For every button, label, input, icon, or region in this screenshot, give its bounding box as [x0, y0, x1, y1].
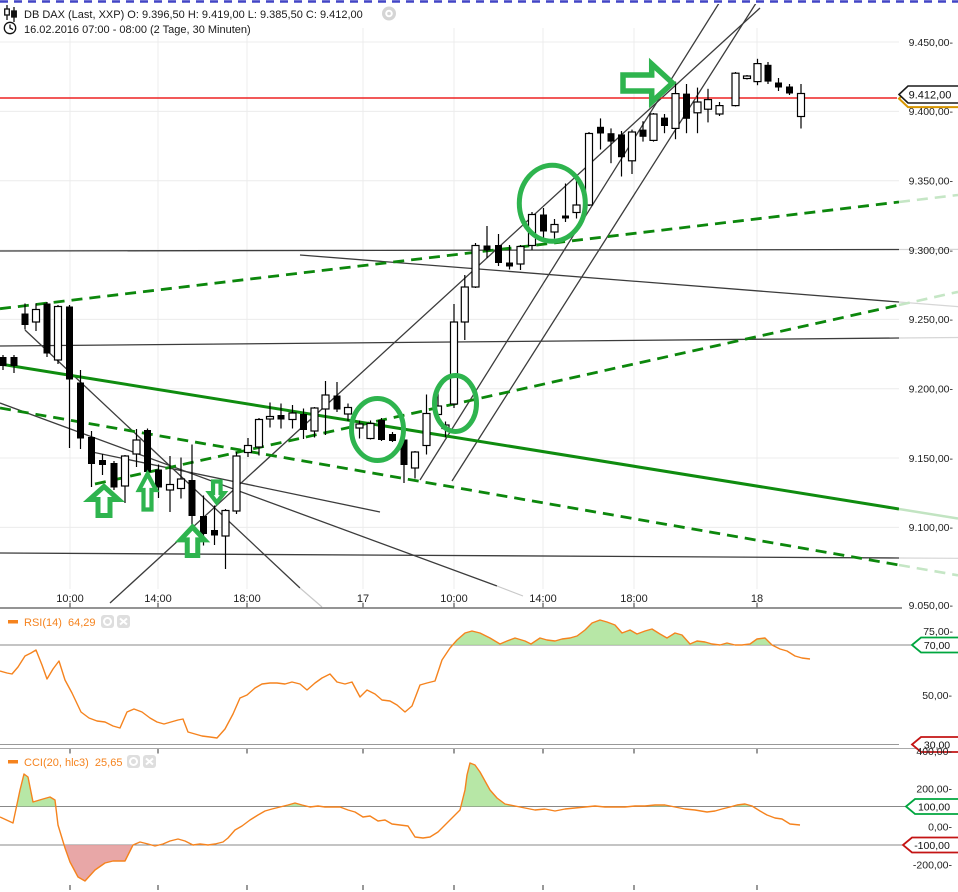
svg-text:9.200,00-: 9.200,00-: [909, 384, 954, 396]
svg-text:400,00-: 400,00-: [916, 746, 952, 758]
svg-text:-100,00: -100,00: [914, 840, 950, 852]
svg-text:70,00: 70,00: [924, 640, 950, 652]
svg-text:16.02.2016 07:00 - 08:00 (2 Ta: 16.02.2016 07:00 - 08:00 (2 Tage, 30 Min…: [24, 24, 251, 36]
svg-text:0,00-: 0,00-: [928, 822, 952, 834]
svg-text:RSI(14) 64,29: RSI(14) 64,29: [24, 617, 96, 629]
svg-text:14:00: 14:00: [529, 593, 557, 605]
svg-text:18: 18: [751, 593, 763, 605]
svg-text:9.350,00-: 9.350,00-: [909, 176, 954, 188]
svg-text:9.450,00-: 9.450,00-: [909, 37, 954, 49]
svg-text:30,00: 30,00: [924, 739, 950, 751]
svg-text:75,00-: 75,00-: [923, 626, 953, 638]
svg-text:9.412,00: 9.412,00: [909, 89, 952, 101]
svg-text:200,00-: 200,00-: [916, 784, 952, 796]
svg-text:10:00: 10:00: [440, 593, 468, 605]
svg-text:CCI(20, hlc3) 25,65: CCI(20, hlc3) 25,65: [24, 757, 122, 769]
svg-text:50,00-: 50,00-: [922, 690, 952, 702]
svg-text:100,00: 100,00: [918, 801, 950, 813]
svg-text:17: 17: [357, 593, 369, 605]
svg-text:-200,00-: -200,00-: [913, 860, 953, 872]
svg-text:10:00: 10:00: [56, 593, 84, 605]
svg-text:9.050,00-: 9.050,00-: [909, 600, 954, 612]
svg-text:18:00: 18:00: [620, 593, 648, 605]
svg-text:9.250,00-: 9.250,00-: [909, 314, 954, 326]
svg-text:14:00: 14:00: [144, 593, 172, 605]
svg-text:9.150,00-: 9.150,00-: [909, 453, 954, 465]
svg-text:DB DAX (Last, XXP) O: 9.396,50: DB DAX (Last, XXP) O: 9.396,50 H: 9.419,…: [24, 9, 363, 21]
svg-text:9.400,00-: 9.400,00-: [909, 106, 954, 118]
svg-text:9.100,00-: 9.100,00-: [909, 522, 954, 534]
svg-text:18:00: 18:00: [233, 593, 261, 605]
svg-text:9.300,00-: 9.300,00-: [909, 245, 954, 257]
